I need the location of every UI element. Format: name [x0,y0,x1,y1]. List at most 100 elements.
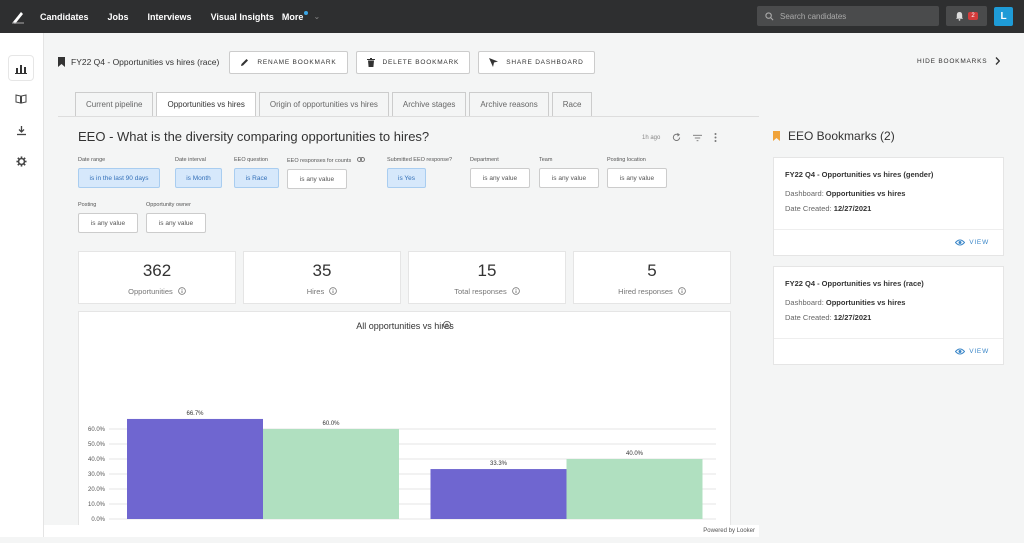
filter-value-posting-location[interactable]: is any value [607,168,667,188]
filter-team: Team is any value [539,157,599,188]
delete-bookmark-label: DELETE BOOKMARK [382,58,460,66]
main-nav: Candidates Jobs Interviews Visual Insigh… [40,10,321,22]
more-options-icon[interactable] [714,133,717,142]
date-label: Date Created: [785,313,832,322]
tab-archive-reasons[interactable]: Archive reasons [469,92,549,116]
data-label: 60.0% [322,421,340,427]
dashboard-tabs: Current pipeline Opportunities vs hires … [75,92,595,116]
hide-bookmarks-button[interactable]: HIDE BOOKMARKS [917,57,1001,65]
kpi-opportunities[interactable]: 362 Opportunities [78,251,236,304]
top-nav-bar: Candidates Jobs Interviews Visual Insigh… [0,0,1024,33]
info-icon[interactable] [178,287,186,295]
bookmark-toolbar: FY22 Q4 - Opportunities vs hires (race) … [58,50,603,74]
notifications-button[interactable]: 2 [946,6,987,26]
nav-more[interactable]: More [282,10,309,22]
info-icon[interactable] [678,287,686,295]
filter-icon[interactable] [693,134,703,142]
dashboard-label: Dashboard: [785,298,824,307]
data-label: 33.3% [490,461,508,467]
view-bookmark-button[interactable]: VIEW [774,338,1003,364]
eye-icon [955,239,966,246]
kpi-hired-responses[interactable]: 5 Hired responses [573,251,731,304]
filter-value-date-range[interactable]: is in the last 90 days [78,168,160,188]
refresh-icon[interactable] [672,133,681,142]
tab-opportunities-vs-hires[interactable]: Opportunities vs hires [156,92,256,116]
filter-value-opportunity-owner[interactable]: is any value [146,213,206,233]
tab-race[interactable]: Race [551,92,593,116]
info-icon[interactable] [512,287,520,295]
user-avatar[interactable]: L [994,7,1013,26]
view-label: VIEW [969,348,989,355]
tab-archive-stages[interactable]: Archive stages [391,92,467,116]
filter-value-posting[interactable]: is any value [78,213,138,233]
kpi-hires[interactable]: 35 Hires [243,251,401,304]
rename-bookmark-button[interactable]: RENAME BOOKMARK [229,50,348,74]
bookmark-card-body: FY22 Q4 - Opportunities vs hires (gender… [774,158,1003,229]
bookmark-icon [773,131,780,141]
bookmarks-title: EEO Bookmarks (2) [788,129,895,143]
data-label: 40.0% [626,451,644,457]
kpi-label: Hires [306,287,325,296]
y-tick-label: 20.0% [88,487,106,493]
filter-label: Team [539,157,553,163]
y-tick-label: 0.0% [91,517,105,523]
chart-bars: 66.7% 60.0% 33.3% 40.0% [127,411,703,519]
search-input[interactable]: Search candidates [757,6,939,26]
bookmarks-header: EEO Bookmarks (2) [773,129,1004,143]
kpi-value: 362 [142,261,172,280]
sidebar-settings[interactable] [9,149,33,173]
y-tick-label: 40.0% [88,457,106,463]
chevron-down-icon[interactable]: ⌄ [313,12,321,21]
date-value: 12/27/2021 [833,204,872,213]
filter-value-submitted-eeo[interactable]: is Yes [387,168,426,188]
sidebar-dashboards[interactable] [9,56,33,80]
nav-visual-insights[interactable]: Visual Insights [210,11,274,22]
link-icon [356,157,365,162]
filter-value-date-interval[interactable]: is Month [175,168,222,188]
tab-divider [58,116,759,117]
bookmark-card-dashboard: Dashboard: Opportunities vs hires [785,189,992,198]
bookmark-card-date: Date Created: 12/27/2021 [785,313,992,322]
sidebar-library[interactable] [9,87,33,111]
kpi-total-responses[interactable]: 15 Total responses [408,251,566,304]
kpi-label-row: Hired responses [574,287,730,296]
share-dashboard-button[interactable]: SHARE DASHBOARD [478,50,595,74]
kpi-label-row: Opportunities [79,287,235,296]
pencil-icon [241,58,249,66]
bar-series-2-group-2[interactable] [566,459,703,519]
rename-bookmark-label: RENAME BOOKMARK [257,58,337,66]
filter-value-eeo-question[interactable]: is Race [234,168,279,188]
filter-label: Posting location [607,157,646,163]
sidebar-downloads[interactable] [9,118,33,142]
view-bookmark-button[interactable]: VIEW [774,229,1003,255]
filter-value-team[interactable]: is any value [539,168,599,188]
powered-by-looker: Powered by Looker [44,525,759,537]
eye-icon [955,348,966,355]
new-indicator-dot [304,10,309,15]
nav-jobs[interactable]: Jobs [107,11,129,22]
data-label: 66.7% [186,411,204,417]
bar-series-1-group-2[interactable] [430,469,567,519]
delete-bookmark-button[interactable]: DELETE BOOKMARK [355,50,471,74]
bookmarks-panel: EEO Bookmarks (2) FY22 Q4 - Opportunitie… [773,129,1004,375]
tab-origin-of-opportunities[interactable]: Origin of opportunities vs hires [258,92,389,116]
download-icon [16,125,26,135]
bookmark-card: FY22 Q4 - Opportunities vs hires (gender… [773,157,1004,256]
lever-logo-icon[interactable] [0,0,36,33]
nav-candidates[interactable]: Candidates [40,11,89,22]
filter-date-interval: Date interval is Month [175,157,222,188]
bar-series-1-group-1[interactable] [127,418,263,519]
dashboard-title: EEO - What is the diversity comparing op… [78,129,430,144]
filter-value-department[interactable]: is any value [470,168,530,188]
gear-icon [15,155,27,167]
filter-label: Date interval [175,157,206,163]
filter-value-eeo-responses[interactable]: is any value [287,169,347,189]
tab-current-pipeline[interactable]: Current pipeline [75,92,154,116]
nav-interviews[interactable]: Interviews [147,11,192,22]
kpi-label-row: Total responses [409,287,565,296]
bar-series-2-group-1[interactable] [263,429,399,519]
y-tick-label: 50.0% [88,442,106,448]
info-icon[interactable] [329,287,338,295]
bookmark-title: FY22 Q4 - Opportunities vs hires (race) [71,57,220,67]
info-icon[interactable] [443,321,451,329]
